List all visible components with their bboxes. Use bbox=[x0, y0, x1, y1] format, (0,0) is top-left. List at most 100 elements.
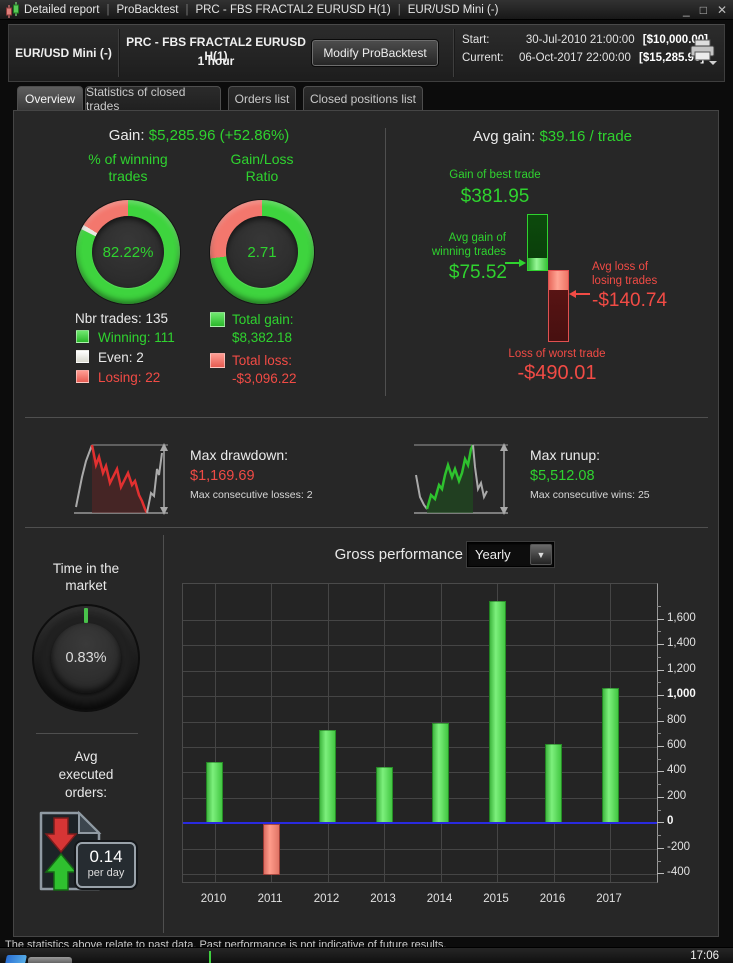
gain-label: Gain: bbox=[108, 127, 145, 144]
bar-2016 bbox=[545, 744, 562, 824]
drawdown-sparkline-icon bbox=[72, 439, 176, 524]
gridline-x bbox=[271, 584, 272, 882]
x-tick-label: 2011 bbox=[257, 893, 283, 905]
x-tick-label: 2016 bbox=[539, 893, 566, 905]
winning-trades-donut: 82.22% bbox=[76, 200, 180, 304]
avg-loss-value: -$140.74 bbox=[592, 290, 668, 311]
minimize-icon[interactable]: _ bbox=[683, 3, 690, 17]
performance-chart-y-axis: -400 -200 0 200 400 600 800 1,000 1,200 1,400 1,60… bbox=[657, 583, 717, 883]
avg-orders-title: Avg executed orders: bbox=[58, 749, 114, 800]
gridline-y bbox=[183, 619, 657, 621]
bar-2013 bbox=[375, 767, 393, 824]
chevron-down-icon[interactable]: ▼ bbox=[530, 544, 552, 565]
ratio-donut-value: 2.71 bbox=[226, 216, 298, 288]
maximize-icon[interactable]: □ bbox=[699, 3, 707, 17]
title-separator: | bbox=[185, 3, 189, 16]
tab-orders-list[interactable]: Orders list bbox=[228, 86, 296, 110]
avg-loss-label: Avg loss of losing trades bbox=[592, 261, 658, 287]
start-button-icon[interactable] bbox=[5, 955, 27, 963]
y-tick-label: 1,200 bbox=[667, 662, 696, 675]
current-row: Current: 06-Oct-2017 22:00:00 [$15,285.9… bbox=[462, 52, 704, 64]
bar-2010 bbox=[206, 762, 223, 824]
winning-legend-swatch bbox=[76, 330, 89, 343]
worst-trade-value: -$490.01 bbox=[517, 362, 597, 384]
tab-closed-positions-list[interactable]: Closed positions list bbox=[303, 86, 423, 110]
title-part: ProBacktest bbox=[116, 3, 179, 16]
tab-overview[interactable]: Overview bbox=[17, 86, 83, 110]
y-tick-mark bbox=[657, 822, 664, 824]
printer-icon[interactable] bbox=[687, 38, 717, 73]
max-consecutive-losses: Max consecutive losses: 2 bbox=[190, 489, 313, 501]
y-minor-tick bbox=[657, 784, 661, 786]
performance-chart-x-axis: 2010 2011 2012 2013 2014 2015 2016 2017 bbox=[182, 893, 658, 909]
taskbar: 17:06 bbox=[0, 947, 733, 963]
best-trade-value: $381.95 bbox=[460, 186, 530, 207]
zero-line bbox=[183, 822, 657, 825]
modify-probacktest-button[interactable]: Modify ProBacktest bbox=[311, 39, 439, 67]
y-tick-mark bbox=[657, 847, 664, 849]
gridline-x bbox=[214, 584, 216, 882]
y-tick-label: -400 bbox=[667, 866, 691, 879]
avg-win-arrow-icon bbox=[505, 255, 527, 273]
time-gauge-tick bbox=[84, 608, 88, 623]
title-part: Detailed report bbox=[24, 3, 100, 16]
total-loss-label: Total loss: bbox=[232, 353, 293, 368]
y-tick-mark bbox=[657, 695, 664, 697]
y-tick-mark bbox=[657, 771, 664, 773]
y-minor-tick bbox=[657, 656, 661, 658]
taskbar-item[interactable] bbox=[28, 957, 72, 963]
tab-statistics-of-closed-trades[interactable]: Statistics of closed trades bbox=[85, 85, 221, 113]
avg-win-value: $75.52 bbox=[448, 262, 507, 283]
y-tick-label: 200 bbox=[667, 789, 687, 802]
x-tick-label: 2013 bbox=[370, 893, 396, 905]
y-minor-tick bbox=[657, 758, 661, 760]
losing-legend-label: Losing: 22 bbox=[98, 370, 161, 385]
y-tick-mark bbox=[657, 720, 664, 722]
start-label: Start: bbox=[462, 34, 490, 46]
gain-loss-ratio-donut: 2.71 bbox=[210, 200, 314, 304]
time-in-market-gauge: 0.83% bbox=[34, 606, 138, 710]
current-datetime: 06-Oct-2017 22:00:00 bbox=[518, 52, 631, 64]
close-icon[interactable]: ✕ bbox=[716, 3, 727, 17]
avg-gain-summary: Avg gain: $39.16 / trade bbox=[386, 128, 719, 145]
candlestick-chart-icon bbox=[4, 2, 22, 18]
title-part: PRC - FBS FRACTAL2 EURUSD H(1) bbox=[195, 3, 391, 16]
x-tick-label: 2010 bbox=[200, 893, 227, 905]
best-trade-label: Gain of best trade bbox=[449, 169, 541, 181]
x-tick-label: 2017 bbox=[596, 893, 622, 905]
title-separator: | bbox=[397, 3, 401, 16]
gridline-y bbox=[183, 772, 657, 774]
y-minor-tick bbox=[657, 733, 661, 735]
report-header: EUR/USD Mini (-) PRC - FBS FRACTAL2 EURU… bbox=[8, 24, 725, 82]
gridline-y bbox=[183, 696, 657, 698]
down-arrow-icon bbox=[44, 817, 78, 854]
y-tick-mark bbox=[657, 669, 664, 671]
y-tick-mark bbox=[657, 746, 664, 747]
y-minor-tick bbox=[657, 860, 661, 862]
avg-win-label: Avg gain of winning trades bbox=[431, 232, 506, 258]
avg-orders-unit: per day bbox=[87, 867, 125, 879]
gridline-y bbox=[183, 747, 657, 748]
y-tick-label: 1,600 bbox=[667, 611, 696, 624]
x-tick-label: 2014 bbox=[426, 893, 453, 905]
y-minor-tick bbox=[657, 809, 661, 811]
x-tick-label: 2012 bbox=[313, 893, 340, 905]
total-loss-value: -$3,096.22 bbox=[232, 371, 297, 386]
bar-2015 bbox=[488, 600, 506, 824]
gain-summary: Gain: $5,285.96 (+52.86%) bbox=[13, 127, 385, 144]
max-consecutive-wins: Max consecutive wins: 25 bbox=[530, 489, 650, 501]
period-select[interactable]: Yearly ▼ bbox=[467, 542, 554, 567]
y-minor-tick bbox=[657, 631, 661, 633]
avg-orders-badge: 0.14 per day bbox=[76, 842, 136, 888]
y-tick-label: 0 bbox=[667, 815, 674, 828]
avg-gain-value: $39.16 / trade bbox=[539, 128, 633, 145]
start-equity: [$10,000.00] bbox=[642, 34, 709, 46]
title-part: EUR/USD Mini (-) bbox=[407, 3, 499, 16]
gridline-x bbox=[384, 584, 385, 882]
worst-trade-label: Loss of worst trade bbox=[508, 348, 606, 360]
taskbar-clock: 17:06 bbox=[690, 950, 719, 962]
start-row: Start: 30-Jul-2010 21:00:00 [$10,000.00] bbox=[462, 34, 708, 46]
current-equity: [$15,285.96] bbox=[639, 52, 705, 64]
time-gauge-value: 0.83% bbox=[51, 623, 121, 693]
